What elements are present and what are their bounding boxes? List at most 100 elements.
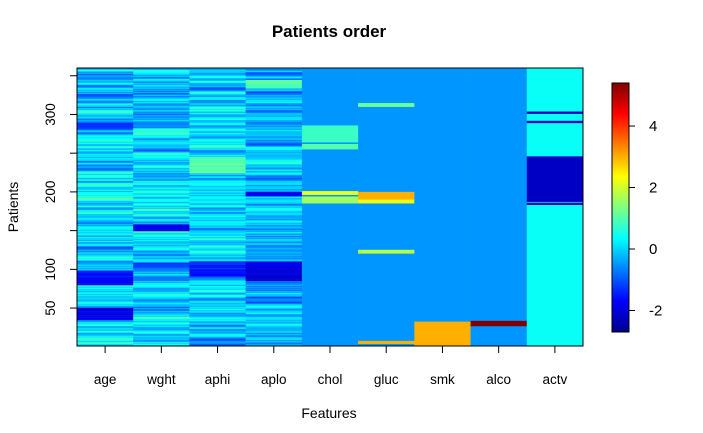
heatmap-cell (245, 311, 303, 313)
heatmap-cell (77, 267, 134, 269)
heatmap-cell (77, 338, 134, 340)
heatmap-cell (77, 188, 134, 190)
heatmap-cell (189, 79, 246, 81)
heatmap-cell (189, 105, 246, 107)
heatmap-cell (189, 311, 246, 313)
heatmap-cell (245, 291, 303, 294)
heatmap-cell (189, 172, 246, 174)
heatmap-cell (189, 297, 246, 299)
heatmap-cell (77, 285, 134, 287)
y-tick-label-50: 50 (43, 301, 58, 316)
heatmap-cell (189, 261, 246, 263)
heatmap-cell (77, 273, 134, 275)
heatmap-cell (245, 287, 303, 289)
heatmap-cell (189, 71, 246, 73)
heatmap-cell (245, 131, 303, 133)
heatmap-cell (245, 295, 303, 297)
heatmap-cell (77, 255, 134, 257)
heatmap-cell (245, 173, 303, 175)
heatmap-cell (245, 99, 303, 101)
heatmap-cell (189, 217, 246, 219)
heatmap-cell (245, 246, 303, 248)
heatmap-cell (189, 78, 246, 80)
heatmap-cell (245, 175, 303, 177)
heatmap-cell (245, 173, 303, 175)
heatmap-cell (189, 119, 246, 121)
heatmap-cell (133, 145, 190, 148)
heatmap-cell (77, 202, 134, 204)
heatmap-cell (189, 169, 246, 171)
heatmap-cell (77, 274, 134, 276)
heatmap-cell (245, 308, 303, 310)
heatmap-cell (189, 227, 246, 229)
heatmap-cell (189, 294, 246, 296)
heatmap-cell (133, 105, 190, 107)
heatmap-cell (133, 259, 190, 261)
heatmap-cell (189, 190, 246, 192)
heatmap-cell (77, 317, 134, 319)
heatmap-cell (189, 283, 246, 285)
heatmap-cell (245, 304, 303, 306)
heatmap-cell (77, 158, 134, 160)
heatmap-cell (77, 152, 134, 154)
heatmap-cell (189, 261, 246, 263)
heatmap-cell (133, 129, 190, 131)
heatmap-cell (133, 200, 190, 202)
heatmap-cell (77, 85, 134, 87)
heatmap-cell (133, 280, 190, 282)
heatmap-cell (245, 112, 303, 114)
heatmap-cell (77, 250, 134, 252)
heatmap-cell (245, 322, 303, 324)
heatmap-cell (245, 159, 303, 161)
heatmap-cell (189, 88, 246, 90)
heatmap-cell (245, 142, 303, 144)
heatmap-cell (133, 149, 190, 151)
heatmap-cell (77, 332, 134, 334)
heatmap-cell (77, 281, 134, 283)
heatmap-cell (245, 171, 303, 173)
heatmap-cell (245, 312, 303, 314)
heatmap-cell (189, 94, 246, 96)
heatmap-cell (77, 180, 134, 182)
heatmap-cell (77, 84, 134, 86)
heatmap-cell (245, 202, 303, 204)
heatmap-cell (245, 325, 303, 327)
heatmap-cell (77, 193, 134, 195)
heatmap-cell (77, 98, 134, 100)
heatmap-cell (133, 157, 190, 159)
heatmap-cell (77, 162, 134, 165)
heatmap-cell (133, 301, 190, 303)
heatmap-cell (245, 261, 303, 263)
heatmap-cell (133, 186, 190, 188)
heatmap-cell (133, 292, 190, 294)
heatmap-cell (77, 318, 134, 320)
heatmap-cell (189, 90, 246, 92)
heatmap-cell (245, 118, 303, 121)
heatmap-cell (77, 184, 134, 186)
heatmap-cell (133, 132, 190, 134)
heatmap-cell (245, 194, 303, 196)
heatmap-cell (245, 215, 303, 217)
heatmap-cell (77, 164, 134, 166)
heatmap-cell (77, 341, 134, 343)
heatmap-cell (245, 333, 303, 335)
heatmap-cell (189, 321, 246, 323)
heatmap-cell (189, 99, 246, 101)
heatmap-cell (189, 308, 246, 310)
heatmap-cell (189, 342, 246, 344)
heatmap-cell (77, 287, 134, 289)
heatmap-cell (77, 231, 134, 233)
heatmap-cell (133, 72, 190, 74)
heatmap-cell (189, 305, 246, 307)
heatmap-column-alco (470, 68, 528, 347)
heatmap-cell (245, 76, 303, 78)
x-axis: age wght aphi aplo chol gluc smk alco actv (94, 346, 568, 387)
heatmap-cell (245, 310, 303, 312)
heatmap-cell (189, 176, 246, 178)
heatmap-cell (77, 306, 134, 308)
heatmap-cell (133, 136, 190, 138)
heatmap-cell (133, 112, 190, 114)
heatmap-cell (133, 321, 190, 323)
heatmap-cell (189, 193, 246, 195)
heatmap-cell (189, 68, 246, 70)
